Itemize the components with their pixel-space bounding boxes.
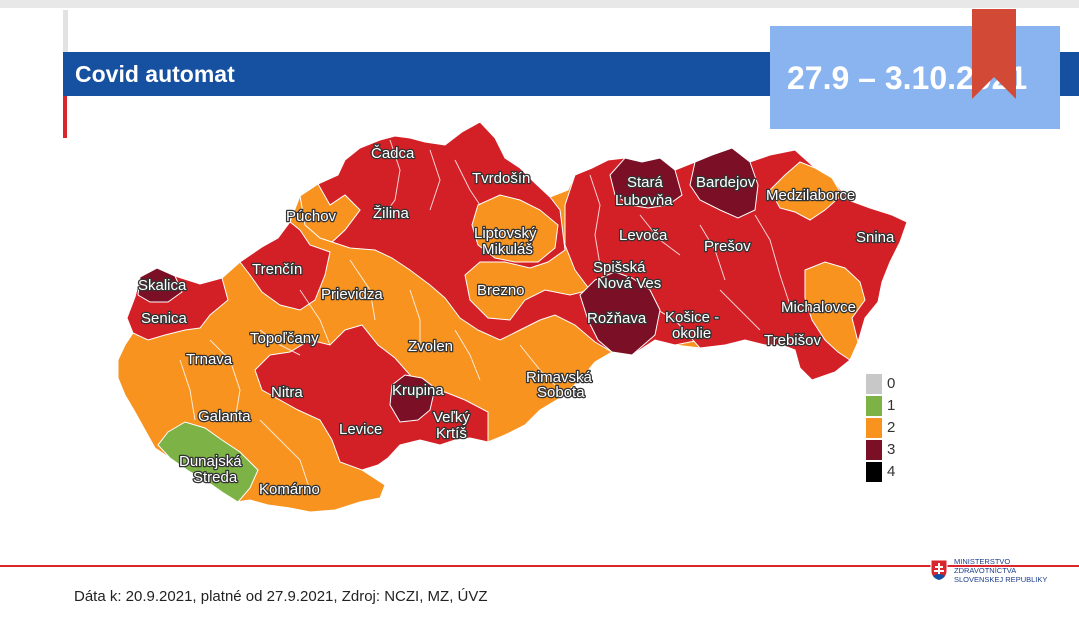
map-region-roznava [579, 271, 661, 356]
decorative-vertical-bar [63, 10, 68, 54]
map-label-spisska: Spišská [593, 259, 646, 276]
map-label-rimavska: Rimavská [526, 369, 593, 386]
map-label-snina: Snina [856, 229, 895, 246]
map-label-komarno: Komárno [259, 481, 320, 498]
legend-item-2: 2 [866, 418, 906, 440]
legend-label-4: 4 [887, 463, 896, 480]
map-region-michalovce [804, 261, 866, 361]
ministry-name-line-2: ZDRAVOTNÍCTVA [954, 566, 1017, 575]
map-label-sobota: Sobota [537, 384, 585, 401]
map-label-kosice: Košice - [665, 309, 719, 326]
map-label-mikulas: Mikuláš [482, 241, 533, 258]
map-label-zilina: Žilina [373, 205, 410, 222]
map-label-streda: Streda [193, 469, 238, 486]
legend-label-1: 1 [887, 397, 896, 414]
ministry-name: MINISTERSTVO ZDRAVOTNÍCTVA SLOVENSKEJ RE… [954, 557, 1069, 584]
map-label-levice: Levice [339, 421, 382, 438]
page-title: Covid automat [75, 61, 235, 87]
legend-swatch-3 [866, 440, 882, 460]
map-label-stara: Stará [627, 174, 664, 191]
legend-swatch-2 [866, 418, 882, 438]
map-label-presov: Prešov [704, 238, 751, 255]
map-label-skalica: Skalica [138, 277, 187, 294]
map-label-michalovce: Michalovce [781, 299, 856, 316]
top-border [0, 0, 1079, 8]
map-label-prievidza: Prievidza [321, 286, 383, 303]
map-label-nova-ves: Nová Ves [597, 275, 661, 292]
footer-divider [0, 565, 1079, 567]
map-region-bardejov [689, 147, 759, 219]
map-label-trebisov: Trebišov [764, 332, 821, 349]
map-label-brezno: Brezno [477, 282, 525, 299]
map-label-lubovna: Ľubovňa [615, 192, 673, 209]
map-labels: Čadca Tvrdošín Stará Ľubovňa Bardejov Me… [137, 144, 897, 500]
map-label-trencin: Trenčín [252, 261, 302, 278]
map-region-puchov [299, 183, 361, 243]
map-region-south-red [254, 324, 489, 471]
map-region-trencin-red [239, 221, 331, 311]
map-label-krtis: Krtíš [436, 425, 467, 442]
ministry-name-line-3: SLOVENSKEJ REPUBLIKY [954, 575, 1048, 584]
map-label-medzilaborce: Medzilaborce [766, 187, 855, 204]
map-district-borders [179, 139, 791, 491]
legend-swatch-0 [866, 374, 882, 394]
map-label-nitra: Nitra [271, 384, 303, 401]
map-label-liptovsky: Liptovský [474, 225, 537, 242]
map-region-liptovsky-mikulas [471, 194, 559, 263]
map-label-cadca: Čadca [371, 145, 415, 162]
map-label-senica: Senica [141, 310, 188, 327]
legend-item-3: 3 [866, 440, 906, 462]
legend-swatch-4 [866, 462, 882, 482]
map-label-bardejov: Bardejov [696, 174, 756, 191]
legend-label-2: 2 [887, 419, 896, 436]
accent-vertical-bar [63, 96, 67, 138]
map-region-dunajska-streda [157, 421, 259, 503]
map-label-trnava: Trnava [186, 351, 233, 368]
legend-swatch-1 [866, 396, 882, 416]
map-label-topolcany: Topoľčany [250, 330, 319, 347]
slovak-coat-of-arms-icon [930, 559, 948, 581]
legend-label-3: 3 [887, 441, 896, 458]
ministry-logo: MINISTERSTVO ZDRAVOTNÍCTVA SLOVENSKEJ RE… [930, 556, 1070, 590]
ministry-name-line-1: MINISTERSTVO [954, 557, 1011, 566]
map-label-zvolen: Zvolen [408, 338, 453, 355]
map-label-puchov: Púchov [286, 208, 337, 225]
map-region-stara-lubovna [609, 157, 683, 209]
map-region-medzilaborce [769, 161, 843, 221]
legend-label-0: 0 [887, 375, 896, 392]
legend-item-1: 1 [866, 396, 906, 418]
legend-item-0: 0 [866, 374, 906, 396]
map-label-dunajska: Dunajská [179, 453, 242, 470]
map-label-velky: Veľký [433, 409, 470, 426]
date-range-box: 27.9 – 3.10.2021 [770, 26, 1060, 129]
map-region-krupina [389, 374, 436, 423]
map-label-levoca: Levoča [619, 227, 668, 244]
map-region-skalica [137, 267, 183, 303]
map-label-tvrdosin: Tvrdošín [472, 170, 530, 187]
map-label-krupina: Krupina [392, 382, 444, 399]
bookmark-icon [972, 9, 1016, 99]
map-label-okolie: okolie [672, 325, 711, 342]
legend-item-4: 4 [866, 462, 906, 484]
map-label-galanta: Galanta [198, 408, 251, 425]
data-source-note: Dáta k: 20.9.2021, platné od 27.9.2021, … [74, 588, 488, 605]
map-label-roznava: Rožňava [587, 310, 647, 327]
